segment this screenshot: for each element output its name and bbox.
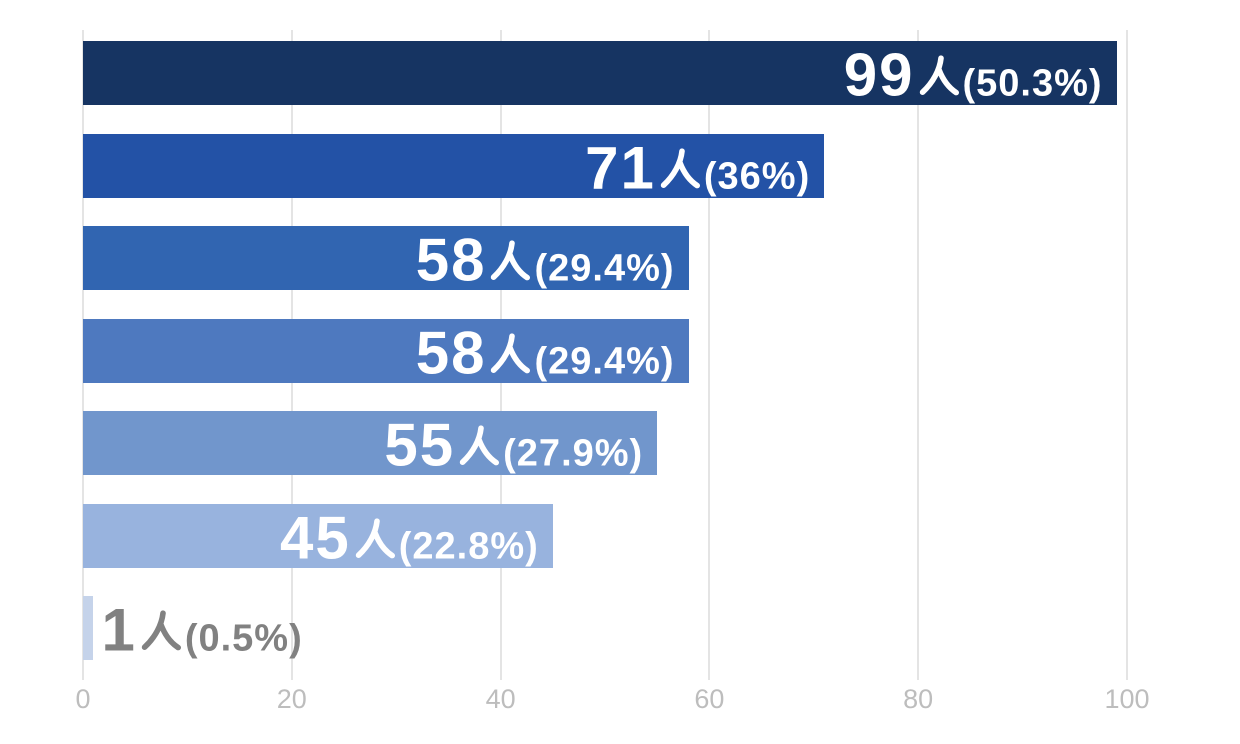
bar-label: 58 (29.4%) [415, 318, 675, 386]
x-axis: 0 20 40 60 80 100 [75, 680, 1149, 720]
bar-percent: (50.3%) [962, 62, 1103, 105]
bar [83, 596, 94, 660]
unit-hito-kanji-glyph [141, 610, 181, 651]
bar-count: 58 [415, 318, 487, 386]
unit-hito-kanji-glyph [491, 240, 531, 281]
gridline-100 [1126, 30, 1128, 680]
unit-hito-kanji-glyph [355, 517, 395, 558]
bar-row-4: 58 (29.4%) [83, 318, 1127, 386]
bar-label: 1 (0.5%) [101, 600, 302, 660]
bar-label: 55 (27.9%) [384, 415, 643, 475]
gridline-60 [708, 30, 711, 680]
bar-row-5: 55 (27.9%) [83, 411, 1127, 475]
bar-label: 45 (22.8%) [280, 503, 539, 571]
x-axis-tick-label-100: 100 [1104, 684, 1150, 714]
bar [83, 503, 553, 568]
x-axis-tick-label-40: 40 [485, 684, 516, 714]
bar [83, 41, 1117, 105]
bar-count: 55 [384, 411, 456, 479]
bar-count: 99 [843, 41, 915, 109]
bar [83, 411, 658, 475]
bar [83, 318, 689, 383]
x-axis-tick-label-80: 80 [903, 684, 934, 714]
bar-percent: (27.9%) [503, 432, 644, 475]
x-axis-tick-label-20: 20 [276, 684, 307, 714]
bar-row-3: 58 (29.4%) [83, 226, 1127, 290]
bar-label: 58 (29.4%) [416, 230, 675, 290]
unit-hito-kanji-glyph [459, 425, 500, 466]
bar-percent: (29.4%) [534, 339, 675, 382]
bar-label: 99 (50.3%) [844, 45, 1103, 105]
bar-count: 45 [280, 503, 351, 571]
bar-percent: (22.8%) [398, 524, 539, 567]
unit-hito-kanji-glyph [919, 55, 959, 96]
bar-row-2: 71 (36%) [83, 133, 1127, 201]
bar-count: 71 [585, 133, 656, 201]
bar-count: 1 [101, 596, 137, 664]
plot-area: 99 (50.3%) 71 (36%) 58 (29.4%) 58 (29.4%) 55 (27.… [82, 30, 1128, 680]
bar-percent: (36%) [703, 154, 811, 197]
bar-row-1: 99 (50.3%) [83, 41, 1127, 105]
bar [83, 133, 825, 198]
bar-label: 71 (36%) [585, 133, 811, 201]
bar [83, 226, 689, 290]
bar-count: 58 [415, 226, 487, 294]
gridline-80 [917, 30, 920, 680]
x-axis-tick-label-60: 60 [694, 684, 725, 714]
unit-hito-kanji-glyph [660, 147, 700, 188]
bar-row-6: 45 (22.8%) [83, 503, 1127, 571]
bar-percent: (0.5%) [184, 617, 303, 660]
bars-container: 99 (50.3%) 71 (36%) 58 (29.4%) 58 (29.4%) 55 (27.… [83, 41, 1127, 660]
bar-row-7: 1 (0.5%) [83, 596, 1127, 660]
x-axis-tick-label-0: 0 [75, 684, 91, 714]
unit-hito-kanji-glyph [491, 332, 531, 373]
bar-percent: (29.4%) [534, 247, 675, 290]
